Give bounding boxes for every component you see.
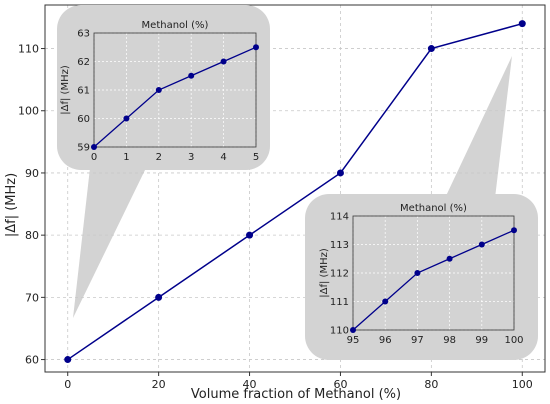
inset-data-point bbox=[478, 241, 485, 248]
inset-y-tick-label: 62 bbox=[77, 57, 90, 68]
inset-title: Methanol (%) bbox=[142, 20, 209, 31]
inset-data-point bbox=[188, 72, 195, 79]
y-tick-label: 100 bbox=[18, 105, 39, 118]
inset-low-methanol: 0 1 2 3 4 5 59 60 61 62 63 Methanol (%) |Δf| (MHz) bbox=[57, 5, 270, 170]
main-data-point bbox=[518, 20, 526, 28]
inset-title: Methanol (%) bbox=[400, 203, 467, 214]
callout-pointers bbox=[73, 56, 512, 318]
y-tick-label: 90 bbox=[25, 167, 39, 180]
x-tick-label: 40 bbox=[243, 378, 257, 391]
inset-data-point bbox=[446, 255, 453, 262]
main-data-point bbox=[336, 169, 344, 177]
inset-x-tick-label: 98 bbox=[443, 335, 456, 346]
inset-x-tick-label: 1 bbox=[123, 152, 129, 163]
inset-data-point bbox=[220, 58, 227, 65]
main-data-point bbox=[427, 45, 435, 53]
inset-y-tick-label: 60 bbox=[77, 114, 90, 125]
y-tick-label: 70 bbox=[25, 291, 39, 304]
callout-pointer-high bbox=[445, 56, 512, 198]
inset-data-point bbox=[414, 270, 421, 276]
main-data-point bbox=[64, 356, 72, 364]
callout-pointer-low bbox=[73, 168, 146, 318]
inset-y-tick-label: 112 bbox=[330, 269, 349, 280]
inset-y-tick-label: 61 bbox=[77, 86, 90, 97]
inset-y-axis-label: |Δf| (MHz) bbox=[60, 65, 71, 115]
inset-high-methanol: 95 96 97 98 99 100 110 111 112 113 114 Methanol (%)… bbox=[305, 194, 538, 360]
inset-y-axis-label: |Δf| (MHz) bbox=[319, 248, 330, 298]
inset-background bbox=[305, 194, 538, 360]
inset-x-tick-label: 3 bbox=[188, 152, 194, 163]
main-axes bbox=[44, 4, 546, 373]
inset-x-tick-label: 4 bbox=[220, 152, 226, 163]
main-data-point bbox=[246, 231, 254, 239]
main-plot-frame bbox=[44, 4, 546, 373]
inset-x-tick-label: 97 bbox=[411, 335, 424, 346]
inset-y-tick-label: 113 bbox=[330, 240, 349, 251]
main-series bbox=[64, 20, 526, 364]
inset-x-tick-label: 2 bbox=[156, 152, 162, 163]
inset-y-tick-label: 114 bbox=[330, 212, 349, 223]
inset-x-tick-label: 100 bbox=[504, 335, 523, 346]
main-series-line bbox=[67, 22, 523, 361]
inset-plot-frame bbox=[93, 32, 257, 148]
main-data-point bbox=[155, 293, 163, 301]
inset-plot-frame bbox=[352, 215, 515, 331]
x-tick-label: 20 bbox=[152, 378, 166, 391]
inset-series-line bbox=[352, 229, 515, 331]
inset-y-tick-label: 111 bbox=[330, 297, 349, 308]
inset-x-tick-label: 99 bbox=[475, 335, 488, 346]
inset-x-tick-label: 95 bbox=[347, 335, 360, 346]
inset-data-point bbox=[155, 87, 162, 93]
y-tick-label: 60 bbox=[25, 354, 39, 367]
x-tick-label: 100 bbox=[512, 378, 533, 391]
inset-data-point bbox=[91, 144, 97, 150]
inset-data-point bbox=[511, 227, 517, 234]
x-tick-label: 80 bbox=[424, 378, 438, 391]
inset-y-tick-label: 110 bbox=[330, 326, 349, 337]
inset-y-tick-label: 59 bbox=[77, 143, 90, 154]
inset-data-point bbox=[123, 115, 130, 122]
inset-data-point bbox=[382, 298, 389, 305]
x-axis-label: Volume fraction of Methanol (%) bbox=[191, 387, 401, 402]
y-tick-label: 80 bbox=[25, 229, 39, 242]
inset-x-tick-label: 96 bbox=[379, 335, 392, 346]
inset-x-tick-label: 5 bbox=[253, 152, 259, 163]
inset-data-point bbox=[350, 327, 356, 333]
inset-x-tick-label: 0 bbox=[91, 152, 97, 163]
x-tick-label: 60 bbox=[333, 378, 347, 391]
inset-series-line bbox=[93, 46, 257, 148]
y-axis-label: |Δf| (MHz) bbox=[4, 173, 19, 237]
inset-data-point bbox=[253, 44, 259, 51]
inset-y-tick-label: 63 bbox=[77, 29, 90, 40]
x-tick-label: 0 bbox=[64, 378, 71, 391]
y-tick-label: 110 bbox=[18, 43, 39, 56]
